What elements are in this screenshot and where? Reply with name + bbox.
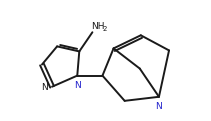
Text: N: N — [41, 83, 48, 92]
Text: N: N — [74, 81, 81, 90]
Text: NH: NH — [91, 22, 105, 31]
Text: 2: 2 — [103, 26, 107, 32]
Text: N: N — [156, 102, 162, 111]
